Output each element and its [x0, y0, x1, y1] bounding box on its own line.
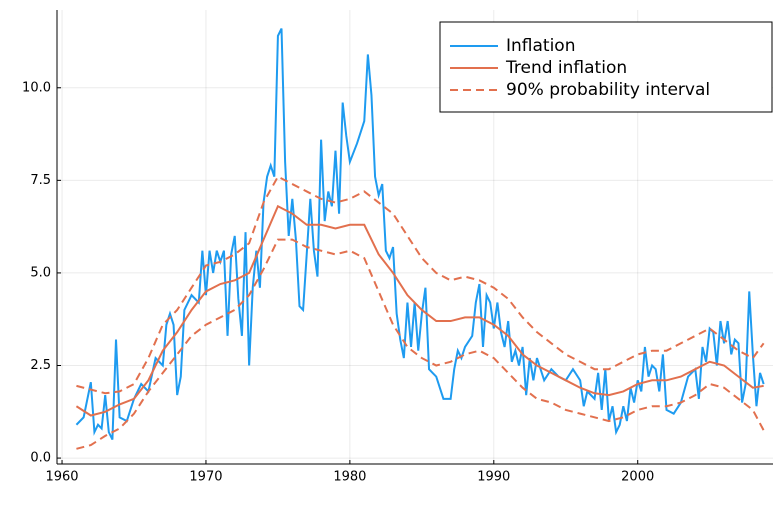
y-tick-label: 0.0 — [30, 451, 51, 466]
legend-label: Inflation — [506, 36, 575, 56]
series-line — [75, 204, 764, 417]
y-tick-label: 2.5 — [30, 358, 51, 373]
x-tick-label: 1970 — [189, 470, 222, 485]
y-tick-label: 7.5 — [30, 173, 51, 188]
series-line — [76, 175, 765, 395]
y-tick-label: 10.0 — [22, 80, 51, 95]
legend-label: Trend inflation — [505, 58, 627, 78]
x-tick-label: 1960 — [45, 470, 78, 485]
x-tick-label: 2000 — [621, 470, 654, 485]
x-tick-label: 1980 — [333, 470, 366, 485]
x-tick-label: 1990 — [477, 470, 510, 485]
legend-label: 90% probability interval — [506, 80, 710, 100]
series-line — [75, 28, 765, 440]
series-line — [76, 238, 765, 450]
y-tick-label: 5.0 — [30, 265, 51, 280]
